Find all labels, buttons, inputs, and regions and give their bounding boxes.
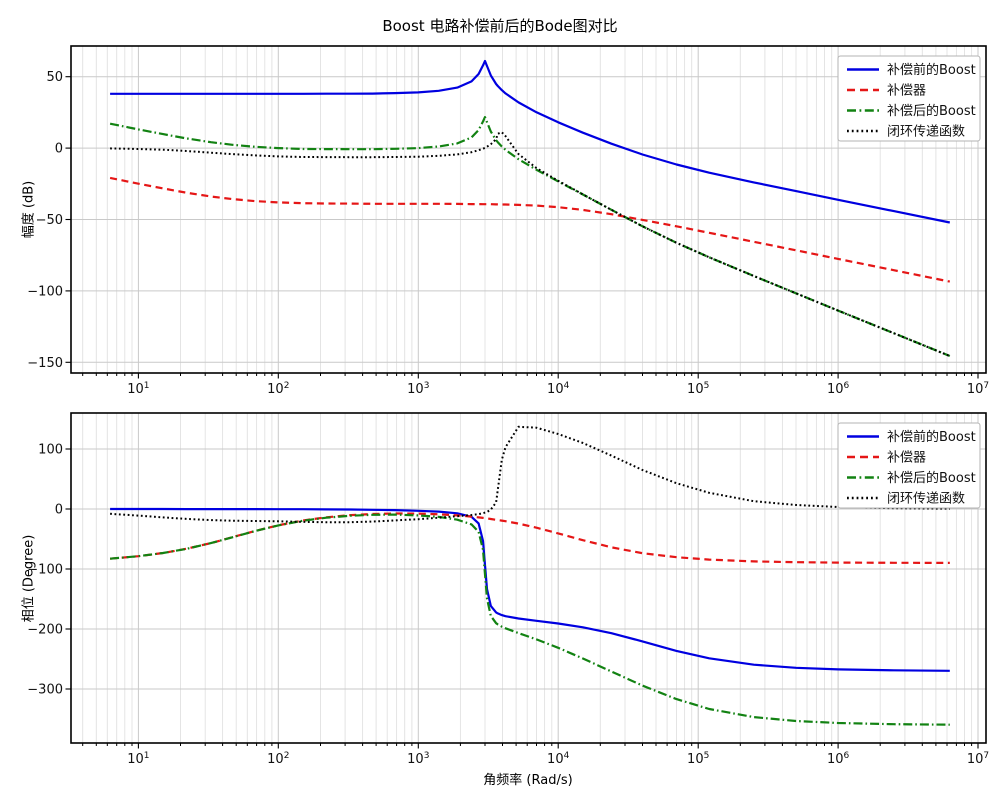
legend-label-closed-loop: 闭环传递函数 bbox=[887, 492, 965, 507]
x-tick-label: 103 bbox=[407, 751, 429, 767]
figure-title: Boost 电路补偿前后的Bode图对比 bbox=[382, 17, 618, 35]
y-tick-label: 50 bbox=[46, 70, 63, 85]
y-tick-label: −300 bbox=[27, 683, 63, 698]
x-tick-label: 101 bbox=[127, 381, 149, 397]
y-tick-label: 0 bbox=[55, 503, 63, 518]
y-tick-label: 0 bbox=[55, 142, 63, 157]
phase-spines bbox=[70, 412, 987, 744]
y-tick-label: −100 bbox=[27, 563, 63, 578]
y-tick-label: −100 bbox=[27, 284, 63, 299]
curve-post-boost bbox=[109, 115, 951, 358]
legend-label-compensator: 补偿器 bbox=[887, 451, 926, 466]
magnitude-axis-label: 幅度 (dB) bbox=[21, 180, 37, 239]
legend-label-post-boost: 补偿后的Boost bbox=[887, 470, 976, 486]
curve-post-boost bbox=[110, 513, 950, 726]
x-tick-label: 102 bbox=[267, 381, 289, 397]
x-tick-label: 102 bbox=[267, 751, 289, 767]
x-tick-label: 106 bbox=[827, 751, 850, 767]
y-tick-label: −200 bbox=[27, 623, 63, 638]
magnitude-spines bbox=[70, 45, 987, 374]
curve-pre-boost bbox=[110, 59, 951, 224]
legend-label-pre-boost: 补偿前的Boost bbox=[887, 62, 976, 78]
x-tick-label: 104 bbox=[547, 381, 570, 397]
y-tick-label: −150 bbox=[27, 356, 63, 371]
legend-label-closed-loop: 闭环传递函数 bbox=[887, 125, 965, 140]
y-tick-label: 100 bbox=[38, 443, 63, 458]
legend-label-pre-boost: 补偿前的Boost bbox=[887, 429, 976, 445]
phase-plot: 101 102 103 104 105 106 107 100 0 −100 −200 −300 补偿前… bbox=[27, 412, 989, 767]
x-tick-label: 101 bbox=[127, 751, 149, 767]
curve-compensator bbox=[109, 176, 951, 283]
y-tick-label: −50 bbox=[36, 213, 63, 228]
legend-label-compensator: 补偿器 bbox=[887, 84, 926, 99]
phase-grid bbox=[71, 413, 986, 743]
x-axis-label: 角频率 (Rad/s) bbox=[483, 773, 573, 788]
x-tick-label: 105 bbox=[687, 381, 709, 397]
x-tick-label: 104 bbox=[547, 751, 570, 767]
x-tick-label: 105 bbox=[687, 751, 709, 767]
x-tick-label: 106 bbox=[827, 381, 850, 397]
magnitude-plot: 101 102 103 104 105 106 107 50 0 −50 −100 −150 补偿前的B… bbox=[27, 45, 989, 397]
phase-axis-label: 相位 (Degree) bbox=[21, 534, 37, 623]
x-tick-label: 103 bbox=[407, 381, 429, 397]
curve-closed-loop bbox=[110, 425, 950, 524]
legend-label-post-boost: 补偿后的Boost bbox=[887, 103, 976, 119]
x-tick-label: 107 bbox=[967, 381, 989, 397]
x-tick-label: 107 bbox=[967, 751, 989, 767]
